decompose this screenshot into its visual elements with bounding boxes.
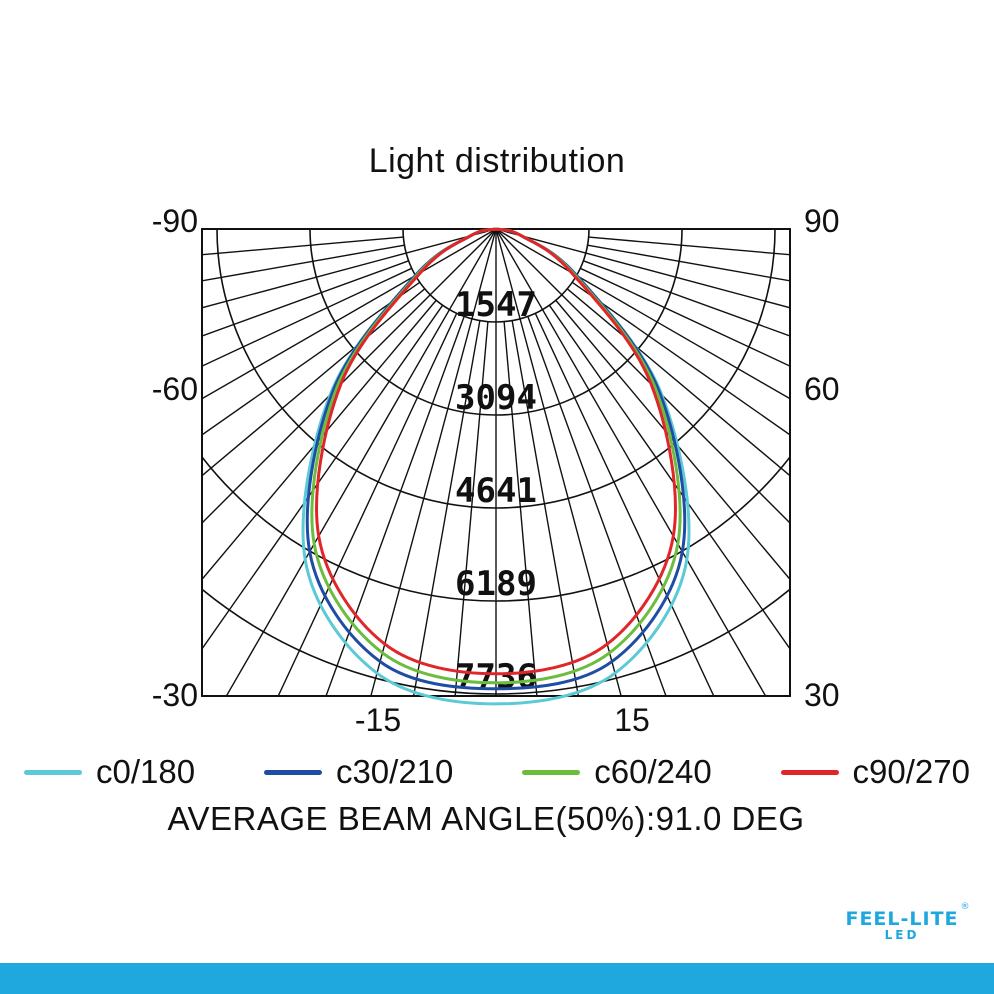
brand-sub: LED [884,928,920,942]
legend-swatch-c90 [780,769,839,775]
grid-spoke [202,229,497,524]
grid-spoke [495,229,790,309]
brand-logo: FEEL-LITE ® LED [832,902,972,942]
grid-spoke [588,236,790,256]
grid-spoke [571,281,790,436]
radial-label-6189: 6189 [455,564,537,604]
grid-spoke [583,260,790,337]
angle-label-right-30: 30 [804,677,840,713]
legend-label-c90: c90/270 [852,753,970,790]
radial-label-1547: 1547 [455,285,537,325]
angle-label-bottom-15: 15 [614,702,650,738]
radial-label-7736: 7736 [455,657,537,697]
legend-label-c30: c30/210 [335,753,454,790]
grid-spoke [511,320,580,696]
grid-spoke [202,267,413,367]
grid-spoke [587,244,790,282]
brand-name: FEEL-LITE [845,908,959,930]
radial-label-3094: 3094 [455,378,537,418]
angle-label-right-60: 60 [804,371,840,407]
beam-angle-note: AVERAGE BEAM ANGLE(50%):91.0 DEG [167,800,805,837]
angle-label-bottom-neg15: -15 [354,702,402,738]
grid-spoke [202,299,437,581]
angle-label-left-30: -30 [151,677,198,713]
angle-label-left-90: -90 [151,203,198,239]
series-curve-c90-270 [315,227,677,676]
grid-spoke [579,267,790,367]
angle-label-left-60: -60 [151,371,198,407]
polar-grid [202,229,790,696]
legend-swatch-c30 [263,769,322,775]
grid-spoke [202,260,409,337]
grid-spoke [454,321,489,696]
angle-label-right-90: 90 [804,203,840,239]
legend-item-c30: c30/210 [263,753,454,791]
grid-spoke [412,320,481,696]
legend-label-c60: c60/240 [594,753,712,790]
legend-item-c0: c0/180 [24,753,195,791]
grid-spoke [527,316,667,696]
grid-spoke [555,299,790,581]
legend-item-c60: c60/240 [522,753,712,791]
chart-title: Light distribution [368,142,626,180]
grid-spoke [225,229,497,696]
grid-spoke [495,229,790,524]
series-curves [301,227,691,706]
bottom-accent-bar [0,963,994,994]
legend-swatch-c60 [522,769,581,775]
grid-spoke [325,316,465,696]
grid-spoke [277,312,458,696]
radial-label-4641: 4641 [455,471,537,511]
legend-swatch-c0 [24,769,82,775]
grid-spoke [202,236,404,256]
grid-spoke [534,312,715,696]
grid-spoke [495,229,622,696]
legend-label-c0: c0/180 [96,753,196,790]
grid-spoke [202,281,421,436]
grid-spoke [503,321,538,696]
legend-item-c90: c90/270 [780,753,970,791]
registered-mark: ® [960,902,971,912]
grid-spoke [202,244,405,282]
grid-spoke [370,229,497,696]
grid-spoke [495,229,767,696]
legend: c0/180 c30/210 c60/240 c90/270 [24,750,970,794]
grid-spoke [202,229,497,309]
